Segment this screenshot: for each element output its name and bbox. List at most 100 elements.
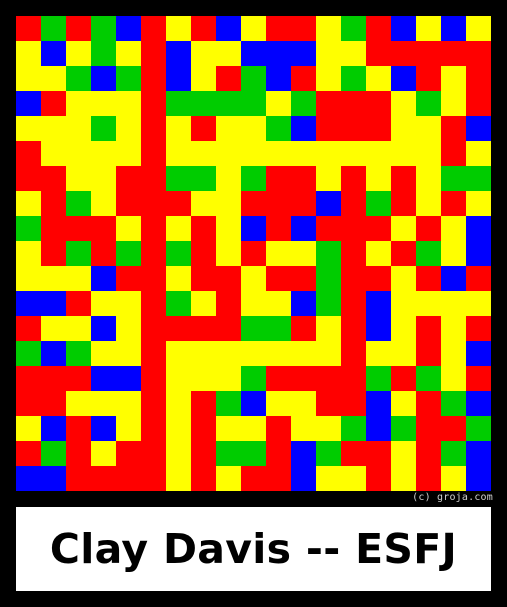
mosaic-cell: [291, 316, 317, 342]
mosaic-cell: [291, 41, 317, 67]
mosaic-cell: [216, 366, 242, 392]
mosaic-cell: [241, 266, 267, 292]
mosaic-cell: [166, 241, 192, 267]
mosaic-cell: [116, 66, 142, 92]
mosaic-cell: [391, 41, 417, 67]
mosaic-cell: [91, 441, 117, 467]
mosaic-cell: [91, 16, 117, 42]
mosaic-cell: [391, 416, 417, 442]
mosaic-cell: [166, 416, 192, 442]
mosaic-cell: [441, 366, 467, 392]
mosaic-cell: [341, 16, 367, 42]
mosaic-cell: [116, 291, 142, 317]
mosaic-cell: [466, 266, 491, 292]
mosaic-cell: [241, 191, 267, 217]
mosaic-cell: [341, 41, 367, 67]
mosaic-cell: [441, 191, 467, 217]
mosaic-cell: [341, 391, 367, 417]
mosaic-cell: [291, 416, 317, 442]
mosaic-cell: [416, 191, 442, 217]
mosaic-cell: [166, 166, 192, 192]
mosaic-cell: [316, 366, 342, 392]
mosaic-cell: [316, 291, 342, 317]
mosaic-cell: [441, 141, 467, 167]
mosaic-cell: [466, 466, 491, 491]
mosaic-cell: [291, 391, 317, 417]
mosaic-cell: [116, 216, 142, 242]
mosaic-cell: [166, 216, 192, 242]
mosaic-cell: [141, 241, 167, 267]
mosaic-cell: [16, 166, 42, 192]
mosaic-cell: [241, 441, 267, 467]
mosaic-cell: [466, 16, 491, 42]
mosaic-cell: [441, 241, 467, 267]
mosaic-cell: [66, 41, 92, 67]
personality-title: Clay Davis -- ESFJ: [49, 525, 458, 573]
mosaic-cell: [191, 316, 217, 342]
mosaic-cell: [91, 166, 117, 192]
mosaic-cell: [441, 391, 467, 417]
mosaic-cell: [466, 91, 491, 117]
mosaic-cell: [166, 441, 192, 467]
mosaic-cell: [41, 241, 67, 267]
mosaic-cell: [216, 216, 242, 242]
mosaic-cell: [466, 391, 491, 417]
mosaic-cell: [291, 366, 317, 392]
mosaic-cell: [66, 91, 92, 117]
mosaic-cell: [291, 16, 317, 42]
mosaic-cell: [166, 316, 192, 342]
mosaic-cell: [91, 341, 117, 367]
mosaic-cell: [441, 466, 467, 491]
mosaic-cell: [266, 266, 292, 292]
mosaic-cell: [416, 41, 442, 67]
mosaic-cell: [391, 391, 417, 417]
mosaic-cell: [416, 66, 442, 92]
mosaic-cell: [66, 16, 92, 42]
mosaic-cell: [416, 366, 442, 392]
mosaic-cell: [466, 166, 491, 192]
mosaic-cell: [316, 16, 342, 42]
mosaic-cell: [16, 316, 42, 342]
mosaic-cell: [441, 266, 467, 292]
mosaic-cell: [141, 266, 167, 292]
mosaic-cell: [416, 291, 442, 317]
mosaic-cell: [16, 216, 42, 242]
mosaic-cell: [41, 366, 67, 392]
mosaic-cell: [191, 41, 217, 67]
mosaic-cell: [441, 166, 467, 192]
mosaic-cell: [466, 116, 491, 142]
mosaic-cell: [91, 391, 117, 417]
mosaic-cell: [91, 366, 117, 392]
mosaic-cell: [416, 116, 442, 142]
mosaic-cell: [216, 41, 242, 67]
mosaic-cell: [16, 41, 42, 67]
mosaic-cell: [216, 391, 242, 417]
mosaic-cell: [16, 66, 42, 92]
mosaic-cell: [341, 91, 367, 117]
mosaic-cell: [241, 66, 267, 92]
mosaic-cell: [291, 116, 317, 142]
mosaic-cell: [216, 116, 242, 142]
mosaic-cell: [116, 266, 142, 292]
mosaic-cell: [316, 391, 342, 417]
mosaic-cell: [466, 216, 491, 242]
mosaic-cell: [141, 16, 167, 42]
mosaic-cell: [191, 441, 217, 467]
mosaic-cell: [466, 341, 491, 367]
mosaic-cell: [141, 441, 167, 467]
mosaic-cell: [16, 366, 42, 392]
mosaic-cell: [441, 216, 467, 242]
mosaic-cell: [316, 166, 342, 192]
mosaic-cell: [116, 91, 142, 117]
mosaic-cell: [366, 91, 392, 117]
mosaic-cell: [391, 316, 417, 342]
mosaic-cell: [241, 116, 267, 142]
mosaic-cell: [291, 166, 317, 192]
mosaic-cell: [41, 391, 67, 417]
mosaic-cell: [66, 66, 92, 92]
mosaic-cell: [341, 141, 367, 167]
mosaic-cell: [466, 416, 491, 442]
mosaic-cell: [416, 241, 442, 267]
mosaic-cell: [41, 166, 67, 192]
mosaic-cell: [291, 141, 317, 167]
